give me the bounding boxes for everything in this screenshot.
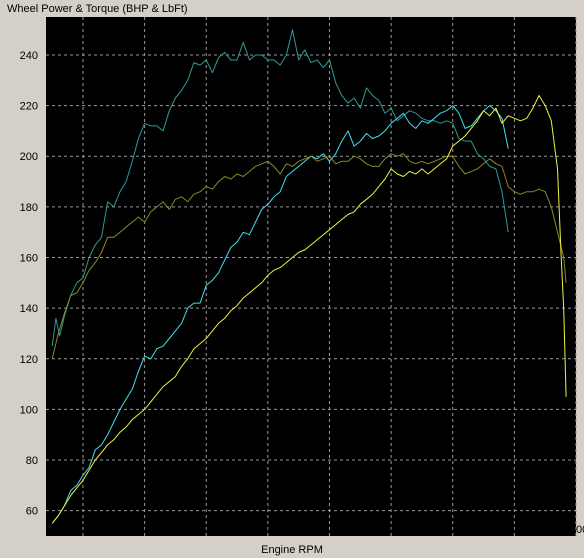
y-tick-label: 240	[20, 50, 38, 62]
series-line-3	[51, 153, 567, 359]
x-tick-label: 4500	[317, 524, 341, 536]
y-tick-label: 120	[20, 354, 38, 366]
x-tick-label: 2500	[71, 524, 95, 536]
y-tick-label: 140	[20, 303, 38, 315]
y-tick-label: 220	[20, 101, 38, 113]
plot-area	[46, 17, 576, 536]
x-tick-label: 5500	[441, 524, 465, 536]
x-tick-label: 5000	[379, 524, 403, 536]
y-tick-label: 180	[20, 202, 38, 214]
x-axis-ticks: 2500 3000 3500 4000 4500 5000 5500 6000 6500	[71, 524, 584, 536]
y-tick-label: 200	[20, 151, 38, 163]
y-tick-label: 100	[20, 404, 38, 416]
x-axis-label: Engine RPM	[261, 544, 323, 556]
y-tick-label: 80	[26, 455, 38, 467]
series-group	[51, 29, 567, 524]
y-axis-ticks: 60 80 100 120 140 160 180 200 220 240	[20, 50, 38, 518]
y-tick-label: 160	[20, 253, 38, 265]
series-line-4	[51, 95, 567, 524]
series-line-2	[51, 105, 509, 524]
x-tick-label: 6500	[564, 524, 584, 536]
x-tick-label: 3000	[132, 524, 156, 536]
x-tick-label: 3500	[194, 524, 218, 536]
y-tick-label: 60	[26, 506, 38, 518]
x-tick-label: 4000	[256, 524, 280, 536]
chart-title: Wheel Power & Torque (BHP & LbFt)	[7, 3, 188, 15]
x-tick-label: 6000	[502, 524, 526, 536]
grid-lines	[46, 17, 577, 536]
